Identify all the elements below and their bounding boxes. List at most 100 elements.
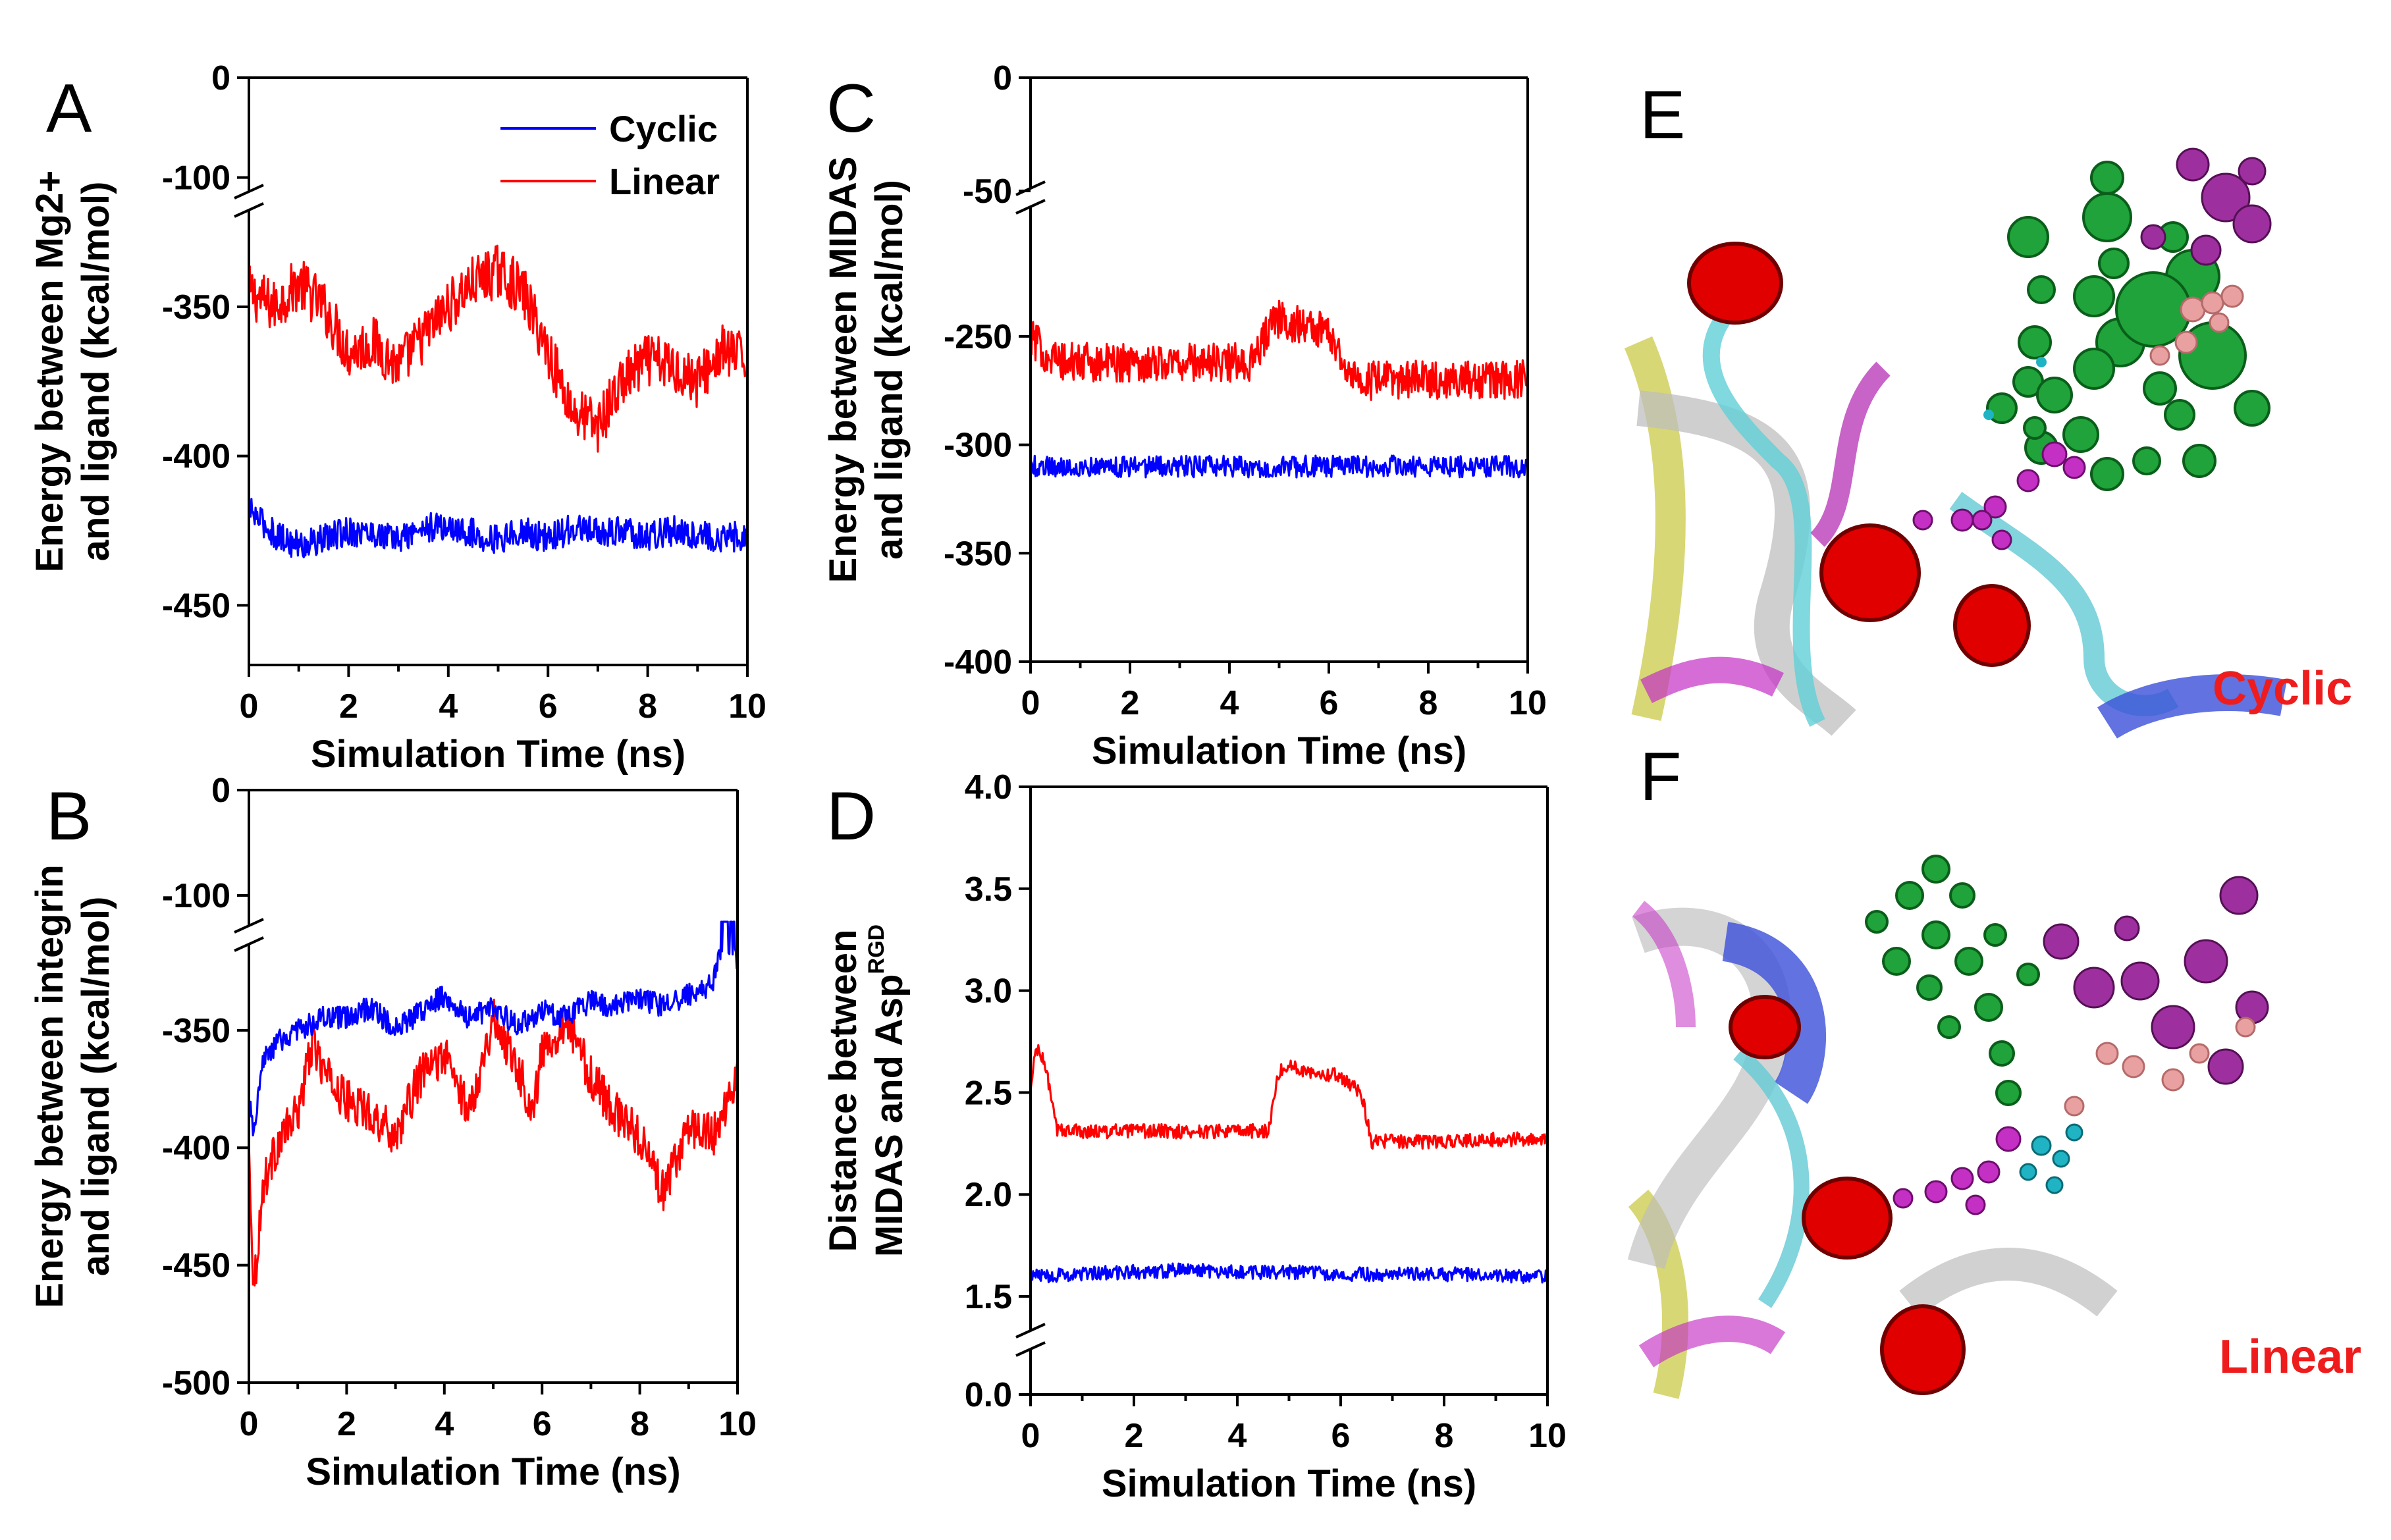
panel-letter: B xyxy=(46,778,92,855)
x-tick-label: 4 xyxy=(1228,1417,1247,1455)
x-tick-label: 0 xyxy=(240,687,259,726)
y-tick-label: -400 xyxy=(944,643,1012,681)
y-tick-label: -100 xyxy=(162,877,230,915)
legend-label-cyclic: Cyclic xyxy=(609,108,718,149)
y-tick-label: -350 xyxy=(162,288,230,327)
x-tick-label: 10 xyxy=(1528,1417,1567,1455)
panel-letter: D xyxy=(826,778,876,855)
y-axis-title-line2: and ligand (kcal/mol) xyxy=(74,182,117,562)
series-line-linear xyxy=(1029,1044,1549,1150)
y-tick-label: 0 xyxy=(211,772,230,810)
panel-letter: A xyxy=(46,70,92,147)
x-axis-title: Simulation Time (ns) xyxy=(311,733,685,776)
y-axis-title-line2: and ligand (kcal/mol) xyxy=(868,180,911,560)
metal-ions xyxy=(1687,242,2031,667)
x-tick-label: 8 xyxy=(1419,684,1438,722)
axes xyxy=(1015,785,1549,1406)
x-tick-label: 8 xyxy=(1435,1417,1454,1455)
y-axis-title-line2: MIDAS and AspRGD xyxy=(864,924,911,1257)
plot-area xyxy=(248,920,739,1287)
x-tick-label: 6 xyxy=(539,687,558,726)
series-line-cyclic xyxy=(248,498,749,559)
x-tick-label: 8 xyxy=(638,687,657,726)
axes xyxy=(234,76,749,677)
y-tick-label: -350 xyxy=(162,1012,230,1050)
axis-break-mark xyxy=(234,936,264,952)
y-tick-label: -100 xyxy=(162,159,230,198)
structure-panel-e: E xyxy=(1624,77,2352,739)
y-tick-label: -350 xyxy=(944,535,1012,573)
y-tick-label: -400 xyxy=(162,1129,230,1167)
x-axis-title: Simulation Time (ns) xyxy=(1092,730,1466,772)
panel-letter: C xyxy=(826,70,876,147)
x-tick-label: 8 xyxy=(630,1405,649,1443)
plot-area xyxy=(1029,1044,1549,1285)
axis-break-mark xyxy=(234,918,264,934)
y-tick-label: 2.0 xyxy=(965,1176,1012,1214)
series-line-cyclic xyxy=(1029,454,1529,479)
axis-break-mark xyxy=(1015,1341,1046,1357)
molecular-render-cyclic xyxy=(1624,147,2288,739)
x-tick-label: 2 xyxy=(1125,1417,1144,1455)
y-tick-label: 2.5 xyxy=(965,1074,1012,1112)
x-axis-title: Simulation Time (ns) xyxy=(306,1450,680,1493)
image-caption-linear: Linear xyxy=(2219,1331,2361,1383)
y-axis-title-line1: Energy between MIDAS xyxy=(822,157,865,583)
axis-break-mark xyxy=(1015,180,1046,196)
y-tick-label: 0.0 xyxy=(965,1376,1012,1414)
legend: Cyclic Linear xyxy=(500,108,720,202)
axis-break-mark xyxy=(1015,1323,1046,1339)
series-line-linear xyxy=(248,244,749,453)
x-tick-label: 0 xyxy=(1021,1417,1040,1455)
x-axis-title: Simulation Time (ns) xyxy=(1102,1462,1476,1505)
x-tick-label: 6 xyxy=(533,1405,552,1443)
x-tick-label: 4 xyxy=(439,687,458,726)
y-tick-label: -250 xyxy=(944,318,1012,356)
structure-panel-f: F xyxy=(1627,739,2361,1399)
y-tick-label: 1.5 xyxy=(965,1278,1012,1316)
axis-break-mark xyxy=(234,202,264,218)
x-tick-label: 2 xyxy=(1121,684,1140,722)
x-tick-label: 4 xyxy=(435,1405,454,1443)
x-tick-label: 2 xyxy=(339,687,358,726)
y-tick-label: -300 xyxy=(944,427,1012,465)
x-tick-label: 6 xyxy=(1320,684,1339,722)
axis-break-mark xyxy=(234,184,264,199)
y-axis-title-line1: Energy between Mg2+ xyxy=(28,171,71,573)
x-tick-label: 10 xyxy=(1509,684,1547,722)
chart-panel-a: A 0 -100 -350 -400 -450 0 2 4 6 8 10 Simulation Time… xyxy=(28,59,766,776)
x-tick-label: 2 xyxy=(337,1405,356,1443)
legend-label-linear: Linear xyxy=(609,161,720,202)
x-tick-label: 10 xyxy=(718,1405,757,1443)
axis-break-mark xyxy=(1015,199,1046,215)
chart-panels: A 0 -100 -350 -400 -450 0 2 4 6 8 10 Simulation Time… xyxy=(28,59,1567,1505)
x-tick-label: 10 xyxy=(728,687,766,726)
y-tick-label: 0 xyxy=(211,59,230,97)
chart-panel-d: D 0.0 1.5 2.0 2.5 3.0 3.5 4.0 0 2 4 6 8 10 Simulation … xyxy=(822,768,1567,1505)
y-tick-label: 3.5 xyxy=(965,870,1012,909)
y-tick-label: 4.0 xyxy=(965,768,1012,807)
y-axis-title-line2: and ligand (kcal/mol) xyxy=(74,897,117,1277)
y-tick-label: -500 xyxy=(162,1364,230,1402)
y-tick-label: -450 xyxy=(162,587,230,625)
y-axis-title-line1: Energy between integrin xyxy=(28,864,71,1308)
y-tick-label: 0 xyxy=(993,59,1012,97)
y-tick-label: -400 xyxy=(162,438,230,476)
plot-area xyxy=(1029,300,1529,479)
panel-letter: E xyxy=(1640,77,1685,153)
series-line-linear xyxy=(248,998,739,1287)
molecular-render-linear xyxy=(1627,855,2269,1399)
panel-letter: F xyxy=(1640,739,1682,815)
series-line-cyclic xyxy=(248,920,739,1137)
chart-panel-b: B 0 -100 -350 -400 -450 -500 0 2 4 6 8 10 Simulation … xyxy=(28,772,757,1493)
axes xyxy=(1015,76,1529,674)
y-axis-title-line1: Distance between xyxy=(822,930,865,1252)
axes xyxy=(234,789,739,1394)
y-tick-label: -450 xyxy=(162,1247,230,1285)
x-tick-label: 4 xyxy=(1220,684,1239,722)
y-axis-title-superscript: RGD xyxy=(864,924,889,974)
x-tick-label: 0 xyxy=(240,1405,259,1443)
plot-area xyxy=(248,244,749,559)
